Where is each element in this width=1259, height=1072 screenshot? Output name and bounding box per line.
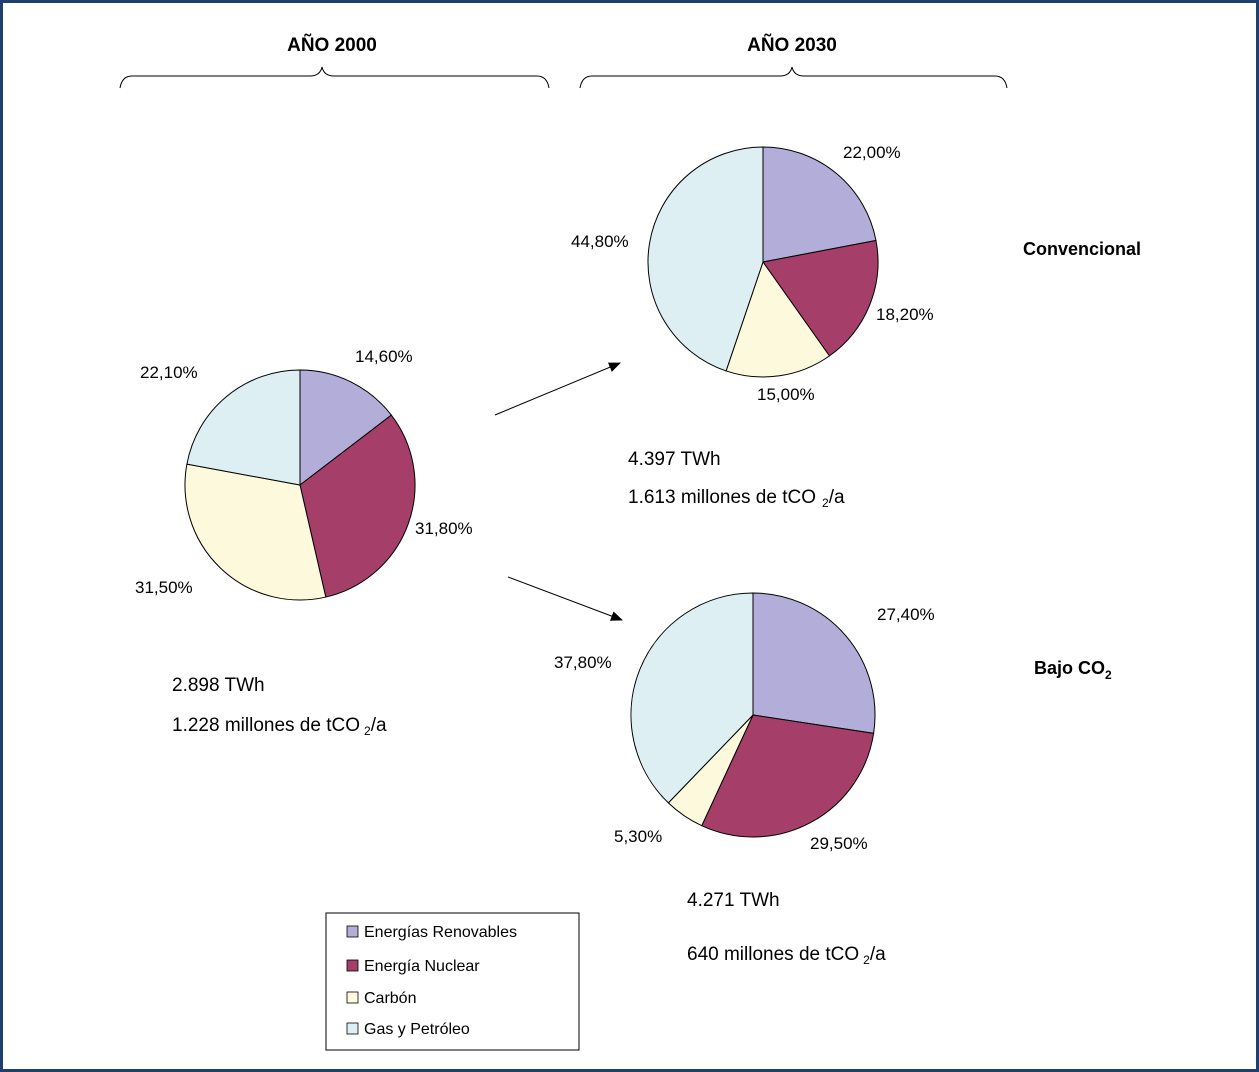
info-low-emissions: 640 millones de tCO 2/a — [687, 944, 886, 967]
legend-swatch-nuclear — [346, 959, 359, 972]
info-2000-emissions: 1.228 millones de tCO 2/a — [172, 715, 387, 738]
pie-chart-2030-conventional — [647, 146, 879, 378]
label-low-nuclear: 29,50% — [810, 834, 868, 853]
legend-label-coal: Carbón — [364, 990, 416, 1007]
label-conv-gas-oil: 44,80% — [571, 232, 629, 251]
pie-chart-2000 — [184, 369, 416, 601]
label-low-renewables: 27,40% — [877, 605, 935, 624]
pie-conv-slice-nuclear — [762, 239, 879, 357]
pie-2000-slice-renewables — [299, 369, 393, 487]
pie-low-slice-gas-oil — [630, 592, 754, 804]
scenario-conventional: Convencional — [1023, 239, 1141, 259]
brace-2000 — [119, 66, 550, 89]
label-conv-renewables: 22,00% — [843, 143, 901, 162]
label-2000-coal: 31,50% — [135, 578, 193, 597]
legend: Energías Renovables Energía Nuclear Carb… — [325, 912, 580, 1051]
arrow-to-conventional — [494, 362, 621, 416]
label-low-coal: 5,30% — [614, 827, 662, 846]
legend-label-gas-oil: Gas y Petróleo — [364, 1021, 470, 1038]
info-conv-emissions: 1.613 millones de tCO 2/a — [628, 487, 845, 510]
header-year-2000: AÑO 2000 — [287, 34, 377, 56]
pie-low-slice-renewables — [752, 592, 876, 734]
pie-2000-slice-coal — [184, 463, 327, 601]
pie-2000-slice-nuclear — [299, 414, 416, 598]
info-conv-energy: 4.397 TWh — [628, 449, 721, 470]
label-low-gas-oil: 37,80% — [554, 653, 612, 672]
label-conv-nuclear: 18,20% — [876, 305, 934, 324]
pie-conv-slice-gas-oil — [647, 146, 764, 372]
label-2000-renewables: 14,60% — [355, 347, 413, 366]
header-year-2030: AÑO 2030 — [747, 34, 837, 56]
pie-chart-2030-low-co2 — [630, 592, 876, 838]
legend-swatch-gas-oil — [346, 1022, 359, 1035]
legend-swatch-renewables — [346, 925, 359, 938]
legend-label-nuclear: Energía Nuclear — [364, 958, 480, 975]
brace-2030 — [579, 66, 1008, 89]
arrow-to-low-co2 — [507, 576, 623, 621]
info-2000-energy: 2.898 TWh — [172, 675, 265, 696]
pie-conv-slice-coal — [725, 260, 831, 378]
pie-2000-slice-gas-oil — [186, 369, 301, 486]
label-2000-nuclear: 31,80% — [415, 519, 473, 538]
pie-low-slice-nuclear — [701, 714, 875, 838]
info-low-energy: 4.271 TWh — [687, 890, 780, 911]
legend-box — [325, 912, 580, 1051]
pie-conv-slice-renewables — [762, 146, 877, 263]
legend-label-renewables: Energías Renovables — [364, 924, 517, 941]
scenario-low-co2-prefix: Bajo CO — [1034, 658, 1105, 678]
scenario-low-co2-sub: 2 — [1105, 668, 1112, 682]
scenario-low-co2: Bajo CO2 — [1034, 658, 1112, 682]
legend-swatch-coal — [346, 991, 359, 1004]
label-2000-gas-oil: 22,10% — [140, 363, 198, 382]
label-conv-coal: 15,00% — [757, 385, 815, 404]
